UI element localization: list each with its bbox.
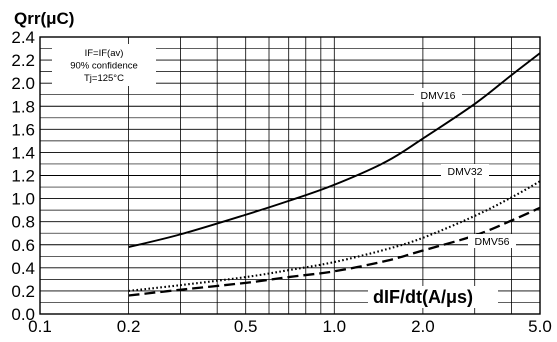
series-label-background <box>441 164 489 178</box>
x-tick-label: 5.0 <box>528 317 552 336</box>
series-curve-dmv16 <box>128 52 541 248</box>
y-tick-label: 1.4 <box>11 143 35 162</box>
series-label-dmv32: DMV32 <box>447 166 482 178</box>
x-tick-labels: 0.1 0.2 0.5 1.0 2.0 5.0 <box>28 317 552 336</box>
conditions-note-box <box>52 44 156 86</box>
y-tick-label: 0.6 <box>11 236 35 255</box>
x-tick-label: 0.2 <box>117 317 141 336</box>
y-tick-label: 2.4 <box>11 28 35 47</box>
grid <box>40 37 540 314</box>
y-tick-label: 1.6 <box>11 120 35 139</box>
y-axis-label: Qrr(μC) <box>14 9 74 28</box>
series-curve-dmv32 <box>128 180 541 292</box>
x-tick-label: 0.1 <box>28 317 52 336</box>
series-label-dmv56: DMV56 <box>474 236 509 248</box>
y-tick-label: 2.2 <box>11 51 35 70</box>
condition-confidence: 90% confidence <box>70 61 138 72</box>
series-label-dmv16: DMV16 <box>420 90 455 102</box>
series-labels: DMV16 DMV32 DMV56 <box>414 88 516 248</box>
y-tick-label: 1.0 <box>11 190 35 209</box>
x-tick-label: 2.0 <box>411 317 435 336</box>
x-axis-label-background <box>368 286 498 308</box>
conditions-note: IF=IF(av) 90% confidence Tj=125°C <box>52 44 156 86</box>
x-tick-label: 1.0 <box>322 317 346 336</box>
x-axis-label: dIF/dt(A/μs) <box>373 287 473 307</box>
x-tick-label: 0.5 <box>234 317 258 336</box>
y-tick-label: 2.0 <box>11 74 35 93</box>
y-tick-labels: 0.0 0.2 0.4 0.6 0.8 1.0 1.2 1.4 1.6 1.8 2.0 2.2 2.4 <box>11 28 35 324</box>
y-tick-label: 1.2 <box>11 167 35 186</box>
condition-tj: Tj=125°C <box>84 73 124 84</box>
series-label-background <box>468 234 516 248</box>
series-label-background <box>414 88 462 102</box>
condition-if: IF=IF(av) <box>85 48 124 59</box>
y-tick-label: 0.0 <box>11 305 35 324</box>
y-tick-label: 1.8 <box>11 97 35 116</box>
plot-frame <box>39 36 541 315</box>
y-tick-label: 0.2 <box>11 282 35 301</box>
y-tick-label: 0.8 <box>11 213 35 232</box>
y-tick-label: 0.4 <box>11 259 35 278</box>
series-curve-dmv56 <box>128 206 541 297</box>
series-curves <box>128 52 541 297</box>
